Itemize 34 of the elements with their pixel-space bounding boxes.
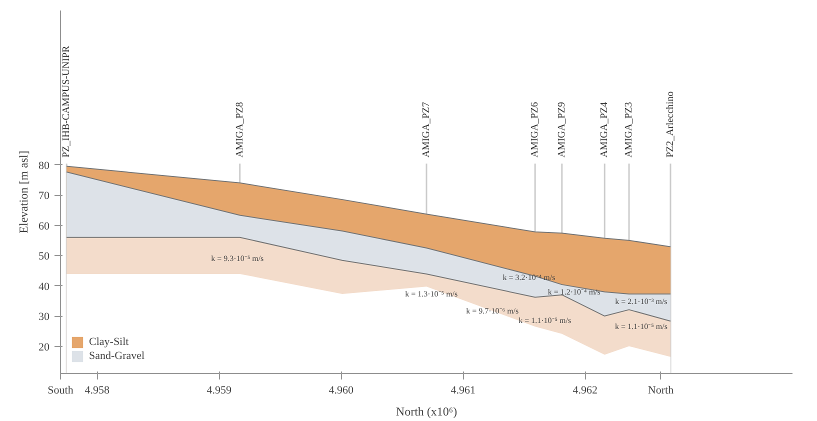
x-tick-label: 4.962	[572, 384, 598, 396]
y-tick-label: 50	[38, 250, 50, 263]
legend-label: Sand-Gravel	[89, 349, 145, 363]
x-axis-title: North (x10⁶)	[396, 404, 458, 418]
annotation: k = 1.1·10⁻⁵ m/s	[614, 322, 668, 332]
y-tick-label: 40	[38, 280, 50, 293]
y-tick-label: 30	[38, 311, 50, 324]
y-tick-label: 80	[38, 160, 50, 172]
annotation: k = 2.1·10⁻³ m/s	[615, 297, 668, 306]
annotation: k = 1.1·10⁻⁵ m/s	[518, 316, 572, 325]
ref-line-label: AMIGA_PZ3	[624, 102, 635, 158]
annotation: k = 9.7·10⁻⁶ m/s	[466, 306, 519, 316]
x-tick-label: 4.959	[206, 384, 232, 396]
ref-line-label: AMIGA_PZ4	[599, 102, 610, 158]
x-tick-label: 4.958	[84, 384, 110, 396]
y-tick-label: 20	[38, 341, 50, 354]
y-tick-label: 70	[38, 190, 50, 202]
ref-line-label: PZ2_Arlecchino	[665, 91, 676, 158]
ref-line-label: AMIGA_PZ7	[421, 102, 432, 158]
annotation: k = 1.2·10⁻⁴ m/s	[548, 288, 600, 297]
x-tick-label: 4.961	[450, 384, 476, 396]
annotation: k = 9.3·10⁻⁵ m/s	[211, 254, 264, 264]
ref-line-label: AMIGA_PZ6	[530, 102, 541, 158]
x-tick-label: South	[48, 384, 74, 396]
ref-line-label: AMIGA_PZ9	[556, 102, 568, 158]
legend-label: Clay-Silt	[89, 335, 129, 349]
ref-line-label: AMIGA_PZ8	[234, 102, 246, 158]
y-axis-title: Elevation [m asl]	[16, 150, 30, 234]
y-tick-label: 60	[38, 220, 50, 232]
annotation: k = 3.2·10⁻⁴ m/s	[502, 272, 556, 282]
x-tick-label: 4.960	[328, 384, 354, 396]
x-tick-label: North	[648, 384, 674, 396]
annotation: k = 1.3·10⁻⁵ m/s	[405, 289, 458, 298]
ref-line-label: PZ_IHB-CAMPUS-UNIPR	[61, 46, 72, 158]
